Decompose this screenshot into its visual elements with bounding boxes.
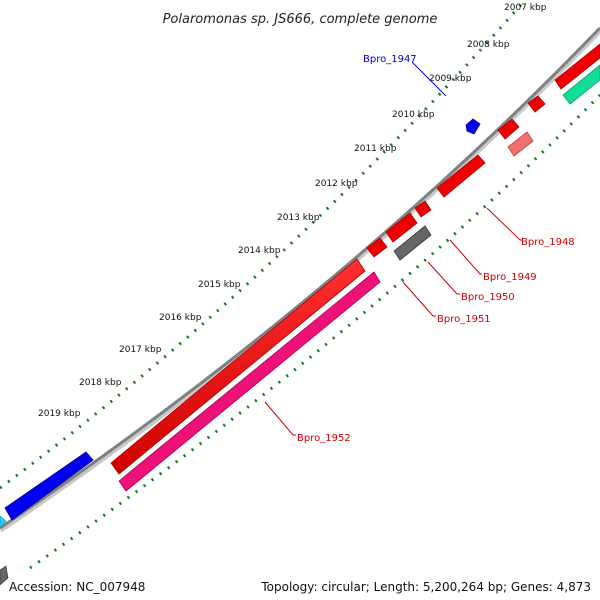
tick-label: 2016 kbp [159,313,202,323]
gene-arrow-red-3[interactable] [414,200,432,218]
gene-labels: Bpro_1947 Bpro_1948 Bpro_1949 Bpro_1950 … [297,54,575,444]
genome-backbone [0,26,600,530]
leader-bpro-1949 [449,239,482,275]
gene-arrow-edge-teal[interactable] [562,64,600,105]
tick-label: 2011 kbp [354,144,397,154]
tick-label: 2009 kbp [429,74,472,84]
gene-label-leaders [264,61,522,436]
tick-label: 2019 kbp [38,409,81,419]
leader-bpro-1950 [427,261,460,295]
tick-label: 2012 kbp [315,179,358,189]
genome-summary: Topology: circular; Length: 5,200,264 bp… [261,580,591,594]
gene-arrow-bpro-1951[interactable] [366,237,388,258]
tick-label: 2008 kbp [467,40,510,50]
tick-label: 2017 kbp [119,345,162,355]
gene-arrow-bpro-1947[interactable] [465,118,481,135]
gene-label-bpro-1947[interactable]: Bpro_1947 [363,54,417,65]
leader-bpro-1948 [486,207,522,241]
gene-arrow-small-red[interactable] [527,95,546,113]
leader-bpro-1952 [264,401,296,436]
gene-arrow-bpro-1952[interactable] [110,258,366,475]
tick-label: 2013 kbp [277,213,320,223]
gene-arrow-bpro-1949[interactable] [385,212,418,243]
map-title: Polaromonas sp. JS666, complete genome [163,12,438,27]
gene-arrow-red-2[interactable] [497,118,520,140]
tick-label: 2015 kbp [198,280,241,290]
tick-label: 2007 kbp [504,3,547,13]
tick-label: 2018 kbp [79,378,122,388]
gene-label-bpro-1950[interactable]: Bpro_1950 [461,292,515,303]
gene-label-bpro-1952[interactable]: Bpro_1952 [297,433,351,444]
gene-features [0,43,600,586]
gene-arrow-pink[interactable] [118,271,381,492]
leader-bpro-1947 [411,61,447,97]
tick-label: 2014 kbp [238,246,281,256]
tick-label: 2010 kbp [392,110,435,120]
kbp-tick-labels: 2007 kbp 2008 kbp 2009 kbp 2010 kbp 2011… [38,3,547,419]
gene-arrow-gray-corner[interactable] [0,565,9,586]
gene-label-bpro-1949[interactable]: Bpro_1949 [483,272,537,283]
gene-arrow-cyan-corner[interactable] [0,515,7,529]
gene-arrow-edge-red[interactable] [554,43,600,90]
gene-arrow-bpro-1950[interactable] [393,225,432,261]
accession-label: Accession: NC_007948 [9,580,146,594]
leader-bpro-1951 [402,281,436,317]
gene-arrow-blue-lower[interactable] [4,451,94,521]
gene-label-bpro-1951[interactable]: Bpro_1951 [437,314,491,325]
gene-arrow-light-red[interactable] [507,131,534,157]
gene-label-bpro-1948[interactable]: Bpro_1948 [521,237,575,248]
gene-arrow-bpro-1948[interactable] [436,154,486,198]
